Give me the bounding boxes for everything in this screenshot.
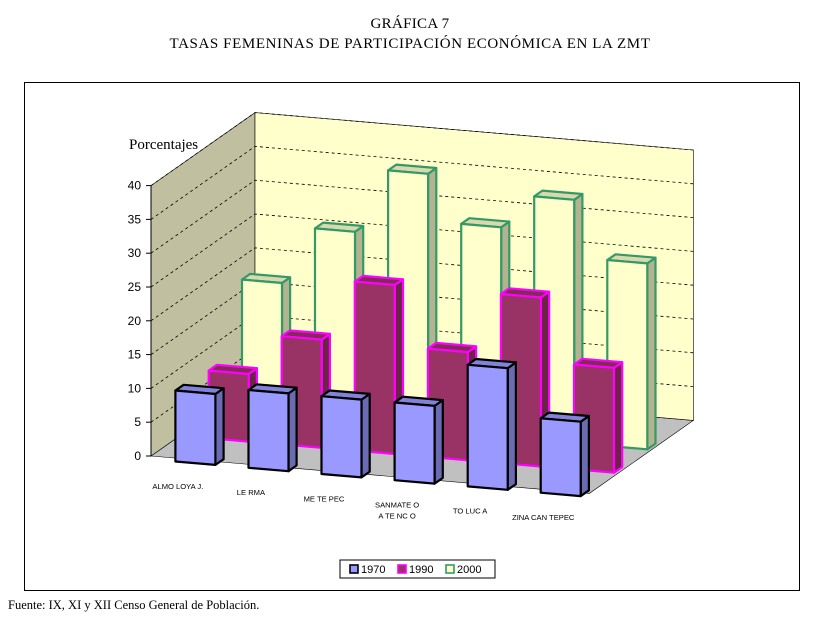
chart-title-line2: TASAS FEMENINAS DE PARTICIPACIÓN ECONÓMI… [169, 36, 651, 52]
bar-1990-side [612, 361, 624, 474]
category-label: TO LUC A [453, 507, 488, 516]
category-label: ALMO LOYA J. [152, 482, 203, 491]
y-tick-label: 30 [128, 246, 142, 260]
bar-1970-1 [247, 388, 290, 473]
category-label: LE RMA [237, 488, 266, 497]
legend-swatch-2000 [445, 564, 455, 574]
legend-box [339, 559, 496, 579]
category-label: ME TE PEC [304, 494, 345, 503]
y-tick-label: 15 [128, 348, 142, 362]
gridline [150, 112, 694, 186]
y-tick-label: 10 [128, 381, 142, 395]
legend-swatch-1970 [349, 564, 359, 574]
bar-1970-side [506, 361, 517, 491]
y-tick-label: 0 [134, 449, 141, 463]
bar-2000-side [646, 256, 657, 451]
y-tick-label: 35 [128, 212, 142, 226]
bar-1970-side [579, 414, 591, 498]
y-tick-label: 25 [128, 280, 142, 294]
y-tick-label: 20 [128, 314, 142, 328]
legend-label: 1970 [361, 564, 385, 576]
legend-swatch-1990 [397, 564, 407, 574]
chart-title-line1: GRÁFICA 7 [370, 16, 450, 32]
y-tick-label: 5 [134, 415, 141, 429]
bar-1970-0 [174, 389, 217, 466]
bar-1970-5 [539, 417, 582, 498]
category-label: A TE NC O [378, 511, 416, 520]
y-tick-label: 40 [128, 179, 142, 193]
legend-label: 1990 [409, 564, 433, 576]
chart-frame: 0 5 10 15 20 25 30 35 40 Porcentajes ALMO LOYA J.… [24, 82, 800, 591]
bar-1970-side [360, 392, 371, 479]
bar-1970-2 [320, 395, 363, 479]
gridline [150, 145, 694, 220]
bar-1970-side [287, 386, 298, 473]
bar-1970-4 [466, 363, 509, 491]
bar-1970-side [214, 387, 225, 466]
legend: 1970 1990 2000 [339, 559, 496, 579]
y-axis-label: Porcentajes [129, 137, 198, 153]
chart-svg: 0 5 10 15 20 25 30 35 40 Porcentajes ALMO LOYA J.… [128, 112, 695, 579]
category-label: ZINA CAN TEPEC [512, 513, 575, 522]
source-note: Fuente: IX, XI y XII Censo General de Po… [8, 598, 260, 612]
bar-1970-side [433, 399, 444, 485]
legend-label: 2000 [457, 564, 481, 576]
bar-1970-3 [393, 401, 436, 485]
category-label: SANMATE O [375, 500, 419, 509]
